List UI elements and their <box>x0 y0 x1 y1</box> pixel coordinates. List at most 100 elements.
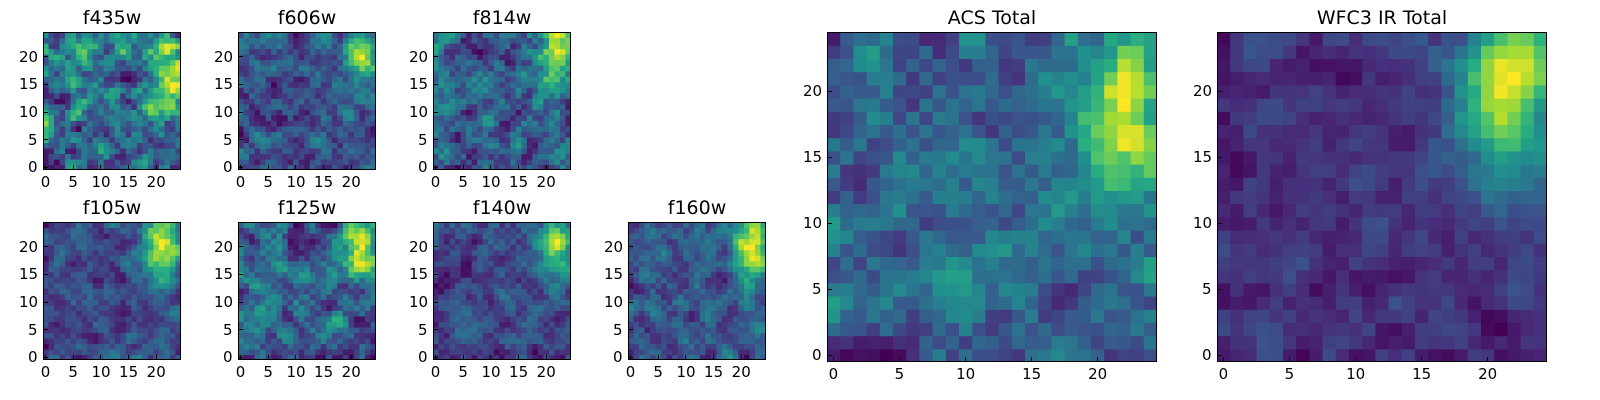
heatmap-cell <box>65 98 72 105</box>
heatmap-cell <box>639 260 646 267</box>
heatmap-cell <box>532 158 539 166</box>
heatmap-cell <box>315 142 322 149</box>
heatmap-cell <box>304 59 311 66</box>
heatmap-cell <box>433 59 440 66</box>
heatmap-cell <box>315 98 322 105</box>
heatmap-cell <box>866 164 881 178</box>
heatmap-cell <box>304 238 311 245</box>
heatmap-cell <box>559 321 567 328</box>
heatmap-cell <box>271 249 278 256</box>
heatmap-cell <box>315 271 322 278</box>
heatmap-cell <box>1117 282 1132 297</box>
heatmap-cell <box>1038 124 1052 139</box>
heatmap-cell <box>309 125 316 132</box>
heatmap-cell <box>488 65 495 72</box>
y-tick-mark <box>628 356 633 358</box>
heatmap-cell <box>672 266 679 273</box>
heatmap-cell <box>48 233 55 240</box>
heatmap-cell <box>98 299 105 306</box>
heatmap-cell <box>92 103 99 110</box>
heatmap-cell <box>65 136 72 143</box>
heatmap-cell <box>482 131 489 138</box>
heatmap-cell <box>650 321 657 328</box>
heatmap-cell <box>515 131 522 138</box>
heatmap-cell <box>721 282 728 289</box>
heatmap-cell <box>543 158 550 166</box>
heatmap-cell <box>359 92 366 99</box>
heatmap-cell <box>840 150 854 165</box>
heatmap-cell <box>727 321 734 328</box>
heatmap-cell <box>672 288 679 295</box>
heatmap-cell <box>482 43 489 50</box>
heatmap-cell <box>175 114 181 121</box>
heatmap-cell <box>1143 137 1157 152</box>
heatmap-cell <box>238 293 245 300</box>
heatmap-cell <box>932 190 947 205</box>
heatmap-cell <box>488 238 495 245</box>
heatmap-cell <box>337 299 344 306</box>
heatmap-cell <box>87 282 94 289</box>
heatmap-cell <box>644 282 651 289</box>
heatmap-cell <box>147 120 154 127</box>
heatmap-cell <box>125 244 132 251</box>
heatmap-cell <box>353 293 361 300</box>
heatmap-cell <box>499 103 506 110</box>
heatmap-cell <box>526 43 533 50</box>
heatmap-cell <box>893 177 907 191</box>
heatmap-cell <box>1117 164 1132 178</box>
heatmap-cell <box>287 332 294 339</box>
heatmap-cell <box>326 114 333 121</box>
heatmap-cell <box>87 238 94 245</box>
heatmap-cell <box>1077 335 1092 350</box>
heatmap-cell <box>175 321 181 328</box>
heatmap-cell <box>972 296 986 310</box>
heatmap-cell <box>320 282 327 289</box>
heatmap-cell <box>460 255 467 262</box>
heatmap-cell <box>554 153 561 160</box>
heatmap-cell <box>548 54 556 61</box>
heatmap-cell <box>271 255 278 262</box>
heatmap-cell <box>353 310 361 317</box>
heatmap-cell <box>59 48 66 55</box>
heatmap-cell <box>559 244 567 251</box>
heatmap-cell <box>370 249 376 256</box>
heatmap-cell <box>661 299 668 306</box>
heatmap-cell <box>337 238 344 245</box>
heatmap-cell <box>359 54 366 61</box>
heatmap-cell <box>282 315 289 322</box>
heatmap-cell <box>158 260 166 267</box>
heatmap-cell <box>1011 137 1026 152</box>
x-tick-mark <box>295 355 297 360</box>
heatmap-cell <box>348 271 355 278</box>
heatmap-cell <box>433 32 440 39</box>
heatmap-cell <box>1051 203 1066 218</box>
heatmap-cell <box>1130 150 1145 165</box>
heatmap-cell <box>164 277 171 284</box>
x-tick-label: 20 <box>731 363 751 381</box>
heatmap-cell <box>683 304 690 311</box>
heatmap-cell <box>175 266 181 273</box>
heatmap-cell <box>76 120 83 127</box>
heatmap-cell <box>959 150 973 165</box>
heatmap-cell <box>559 354 567 360</box>
heatmap-cell <box>972 216 986 231</box>
heatmap-cell <box>1143 322 1157 337</box>
heatmap-cell <box>254 332 261 339</box>
heatmap-cell <box>515 348 522 356</box>
heatmap-cell <box>287 54 294 61</box>
heatmap-cell <box>120 304 127 311</box>
heatmap-cell <box>81 354 88 360</box>
x-tick-label: 5 <box>263 363 273 381</box>
heatmap-cell <box>353 109 361 116</box>
heatmap-cell <box>348 65 355 72</box>
heatmap-cell <box>554 315 561 322</box>
heatmap-cell <box>504 244 511 251</box>
heatmap-cell <box>125 76 132 83</box>
heatmap-cell <box>548 304 556 311</box>
heatmap-cell <box>499 354 506 360</box>
heatmap-cell <box>919 124 934 139</box>
heatmap-cell <box>827 216 841 231</box>
heatmap-cell <box>672 315 679 322</box>
heatmap-cell <box>628 238 635 245</box>
heatmap-cell <box>1117 243 1132 257</box>
